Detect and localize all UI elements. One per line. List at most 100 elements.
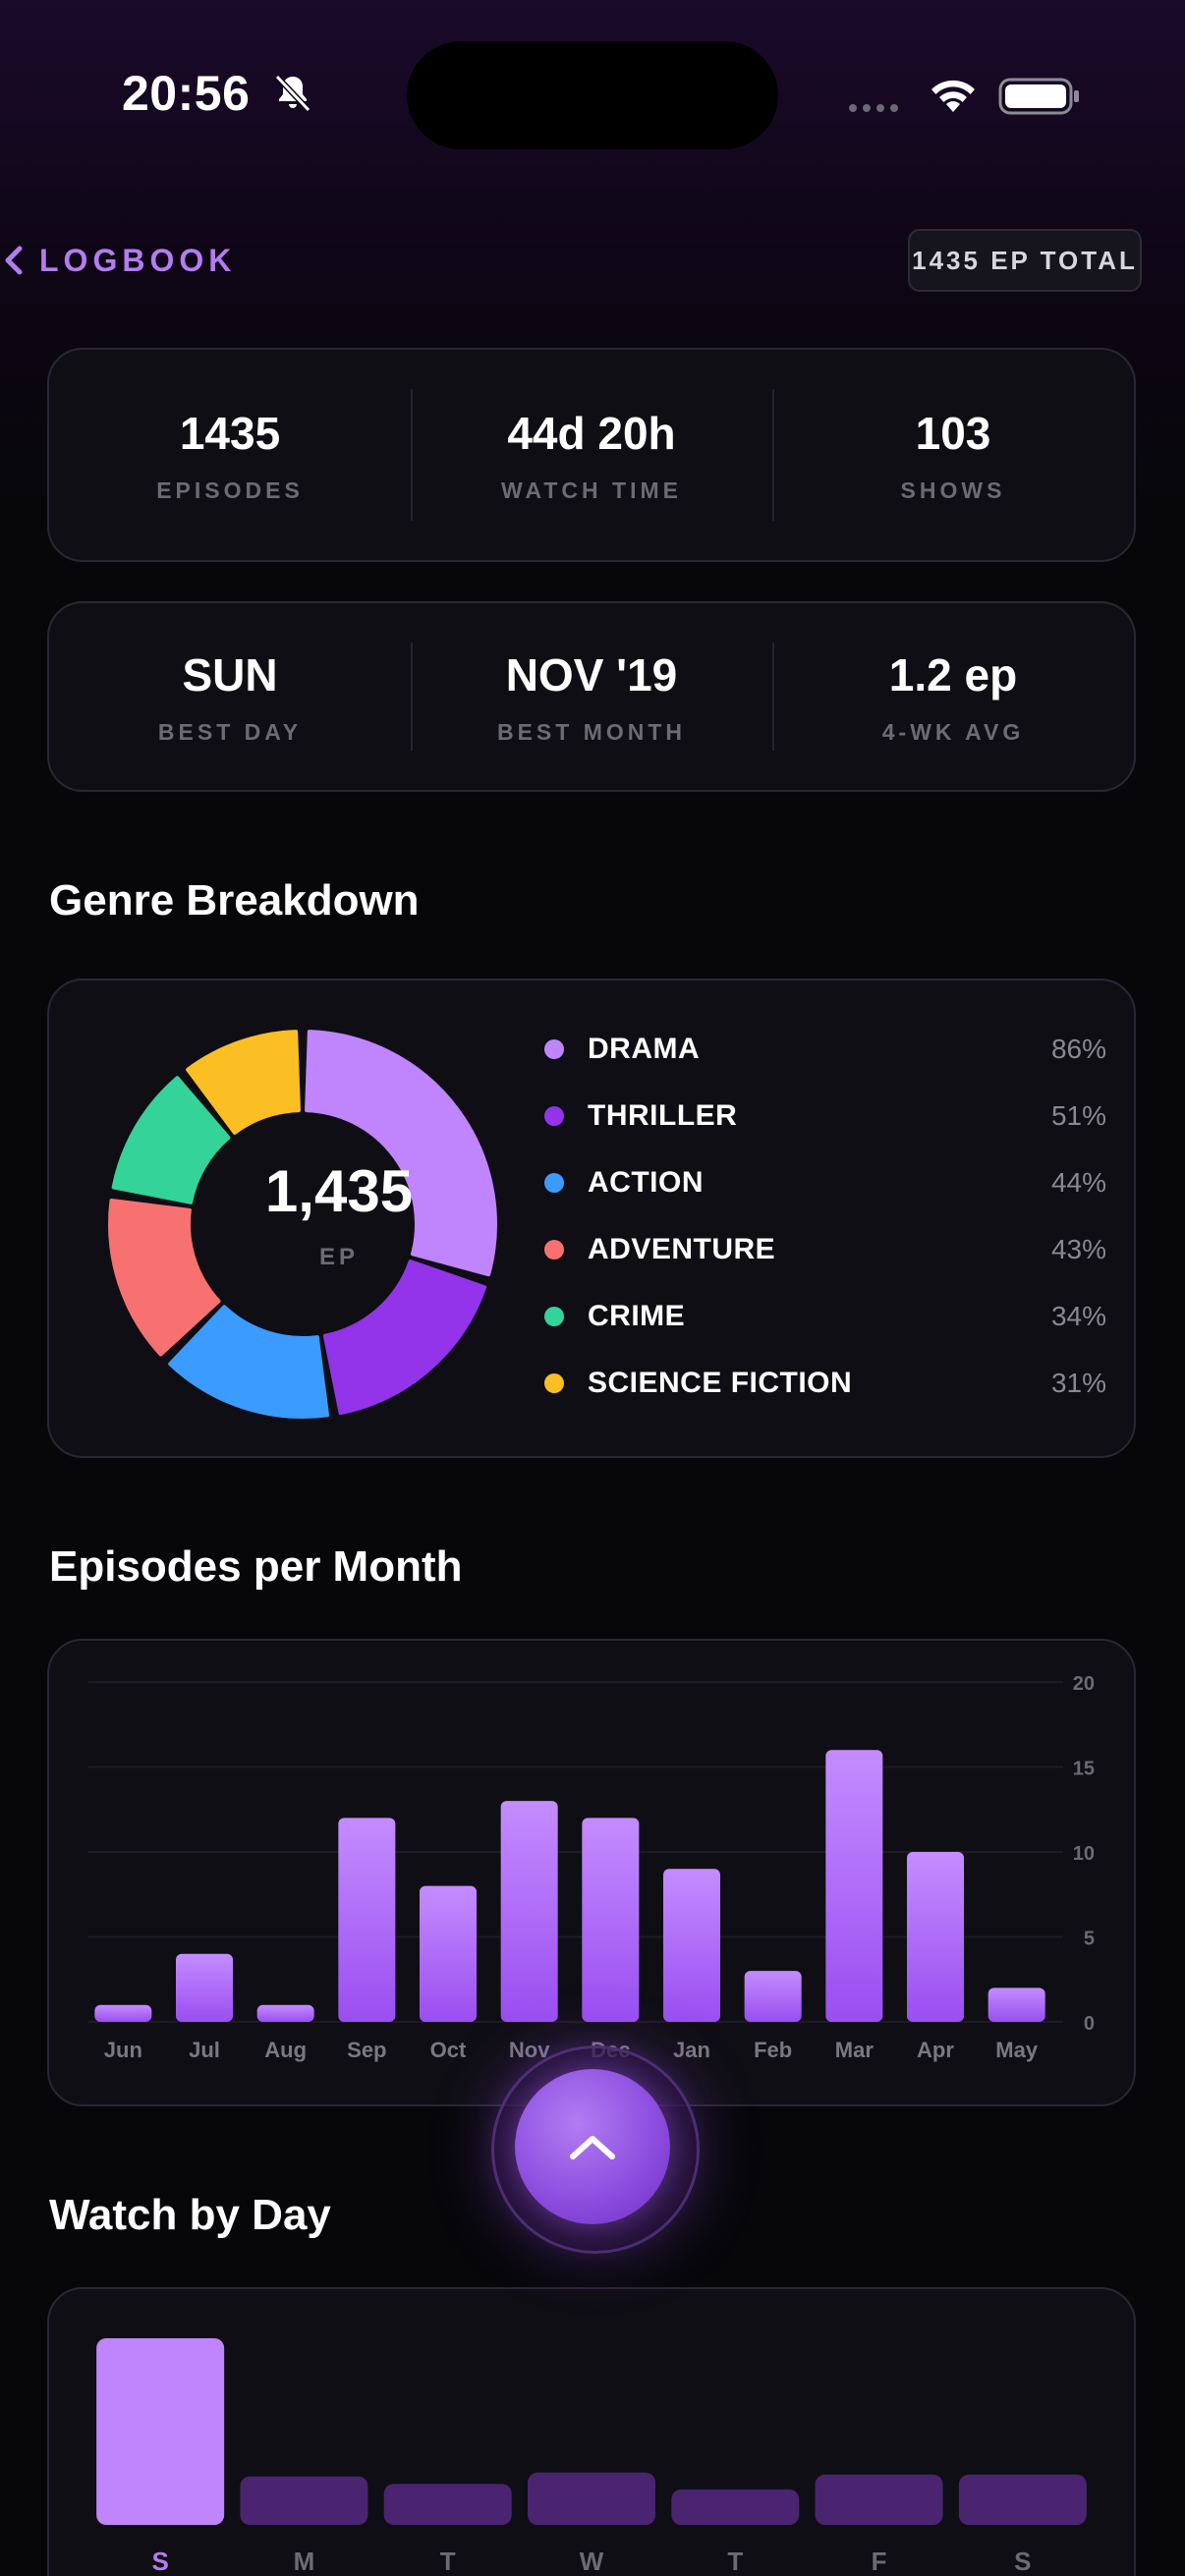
day-bar-4 [671, 2489, 800, 2525]
legend-dot [544, 1039, 564, 1059]
y-tick-label: 20 [1073, 1673, 1095, 1695]
stat-value: 1.2 ep [888, 648, 1018, 700]
legend-dot [544, 1307, 564, 1326]
legend-name: THRILLER [588, 1099, 738, 1132]
day-bar-5 [815, 2474, 943, 2525]
wifi-icon [931, 80, 975, 112]
donut-center-value: 1,435 [264, 1158, 414, 1224]
stat-value: 44d 20h [507, 407, 676, 459]
bar-nov [500, 1801, 558, 2022]
genre-section-title: Genre Breakdown [49, 876, 420, 924]
legend-pct: 86% [1050, 1034, 1106, 1064]
legend-name: CRIME [588, 1300, 686, 1332]
stat-label: WATCH TIME [501, 476, 682, 503]
day-label: T [440, 2547, 456, 2576]
legend-item: ACTION 44% [535, 1149, 1150, 1216]
daily-section-title: Watch by Day [49, 2191, 331, 2239]
y-tick-label: 0 [1084, 2013, 1095, 2035]
stat-label: SHOWS [900, 476, 1006, 503]
chevron-left-icon [5, 246, 23, 275]
stat-label: BEST DAY [157, 718, 303, 745]
day-label: S [151, 2547, 168, 2576]
day-bar-2 [383, 2484, 512, 2525]
genre-donut-chart [108, 1030, 497, 1419]
legend-dot [544, 1173, 564, 1193]
x-tick-label: Jun [104, 2038, 142, 2062]
legend-item: SCIENCE FICTION 31% [535, 1350, 1150, 1417]
donut-slice-thriller [322, 1260, 487, 1416]
y-tick-label: 10 [1073, 1843, 1095, 1865]
bar-apr [907, 1852, 964, 2022]
legend-item: DRAMA 86% [535, 1016, 1150, 1083]
bar-sep [338, 1818, 396, 2022]
donut-slice-science-fiction [186, 1030, 301, 1135]
monthly-chart-card: 05101520JunJulAugSepOctNovDecJanFebMarAp… [47, 1639, 1136, 2106]
bar-may [988, 1988, 1045, 2022]
stat-value: 1435 [179, 407, 281, 459]
stats-card-totals: 1435 EPISODES 44d 20h WATCH TIME 103 SHO… [47, 348, 1136, 562]
legend-item: ADVENTURE 43% [535, 1216, 1150, 1283]
donut-slice-drama [305, 1030, 497, 1277]
scroll-to-top-button[interactable] [515, 2069, 670, 2224]
x-tick-label: Feb [754, 2038, 792, 2062]
day-label: W [580, 2547, 604, 2576]
stat-episodes: 1435 EPISODES [49, 350, 411, 560]
legend-name: DRAMA [588, 1033, 701, 1065]
monthly-bar-chart: 05101520JunJulAugSepOctNovDecJanFebMarAp… [88, 1673, 1095, 2062]
bell-slash-icon [274, 74, 311, 113]
battery-icon [998, 78, 1079, 115]
bar-mar [825, 1750, 883, 2022]
legend-item: CRIME 34% [535, 1283, 1150, 1350]
day-bar-1 [240, 2476, 368, 2525]
x-tick-label: May [995, 2038, 1039, 2062]
monthly-section-title: Episodes per Month [49, 1542, 463, 1591]
x-tick-label: Jan [673, 2038, 710, 2062]
stat-value: NOV '19 [505, 648, 678, 700]
x-tick-label: Mar [835, 2038, 875, 2062]
day-bar-0 [96, 2338, 225, 2525]
legend-dot [544, 1240, 564, 1260]
episode-total-badge: 1435 EP TOTAL [908, 229, 1142, 292]
day-label: T [727, 2547, 743, 2576]
stats-card-bests: SUN BEST DAY NOV '19 BEST MONTH 1.2 ep 4… [47, 601, 1136, 792]
x-tick-label: Oct [430, 2038, 467, 2062]
donut-center-label: EP [318, 1244, 359, 1270]
genre-legend: DRAMA 86% THRILLER 51% ACTION 44% ADVENT… [535, 1016, 1150, 1417]
stat-label: BEST MONTH [496, 718, 687, 745]
bar-aug [256, 2004, 314, 2022]
legend-pct: 31% [1050, 1368, 1106, 1398]
legend-name: ACTION [588, 1166, 704, 1199]
back-label: LOGBOOK [39, 242, 237, 278]
legend-item: THRILLER 51% [535, 1083, 1150, 1149]
legend-dot [544, 1373, 564, 1393]
bar-jul [176, 1953, 233, 2022]
y-tick-label: 15 [1073, 1759, 1095, 1780]
legend-name: SCIENCE FICTION [588, 1367, 853, 1399]
day-bar-3 [528, 2472, 655, 2525]
stat-value: 103 [915, 407, 991, 459]
status-time: 20:56 [122, 66, 251, 121]
chevron-up-icon [570, 2136, 615, 2159]
legend-pct: 51% [1050, 1100, 1106, 1131]
day-bar-6 [958, 2474, 1087, 2525]
legend-pct: 43% [1050, 1234, 1106, 1264]
dynamic-island [407, 41, 778, 149]
x-tick-label: Jul [189, 2038, 220, 2062]
donut-slice-action [168, 1305, 330, 1419]
stat-value: SUN [182, 648, 278, 700]
day-label: S [1014, 2547, 1031, 2576]
x-tick-label: Sep [347, 2038, 386, 2062]
back-button[interactable]: LOGBOOK [0, 236, 236, 285]
donut-slice-crime [111, 1076, 231, 1204]
legend-name: ADVENTURE [588, 1233, 776, 1265]
legend-pct: 44% [1050, 1167, 1106, 1198]
x-tick-label: Apr [917, 2038, 954, 2062]
bar-oct [420, 1885, 477, 2022]
signal-dots-icon [849, 104, 898, 112]
x-tick-label: Aug [264, 2038, 307, 2062]
bar-jun [94, 2004, 152, 2022]
genre-card: 1,435 EP DRAMA 86% THRILLER 51% ACTION 4… [47, 979, 1136, 1458]
stat-four-week-avg: 1.2 ep 4-WK AVG [772, 603, 1134, 790]
